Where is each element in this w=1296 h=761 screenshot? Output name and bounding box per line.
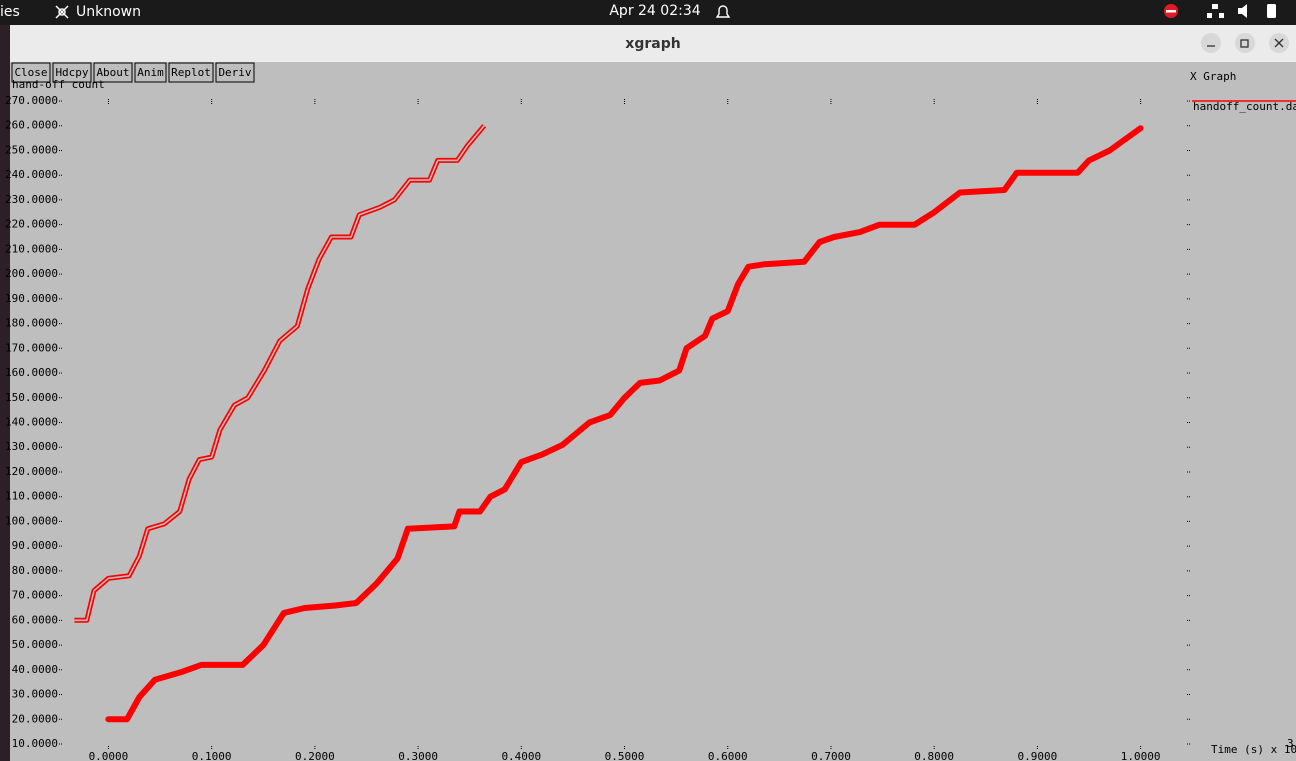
activities[interactable]: ies (0, 4, 20, 20)
x-tick-label: 0.2000 (295, 750, 335, 761)
x-axis-exponent: 3 (1287, 737, 1294, 750)
button[interactable] (11, 62, 51, 83)
x-axis-label: Time (s) x 10 (1211, 743, 1296, 756)
x-tick-label: 1.0000 (1121, 750, 1161, 761)
series-line-inner (74, 125, 485, 622)
y-tick-label: 240.0000 (5, 168, 58, 181)
top-bar (0, 0, 1296, 25)
y-tick-label: 70.0000 (12, 589, 58, 602)
x-tick-label: 0.4000 (501, 750, 541, 761)
y-tick-label: 120.0000 (5, 465, 58, 478)
y-tick-label: 10.0000 (12, 737, 58, 750)
button-label[interactable]: Anim (137, 66, 164, 79)
y-tick-label: 50.0000 (12, 638, 58, 651)
button[interactable] (93, 62, 133, 83)
y-tick-label: 110.0000 (5, 490, 58, 503)
clock[interactable]: Apr 24 02:34 (609, 3, 700, 19)
y-tick-label: 160.0000 (5, 366, 58, 379)
title-bar (10, 25, 1296, 62)
button-label[interactable]: Hdcpy (55, 66, 88, 79)
button-label[interactable]: Replot (171, 66, 211, 79)
x-tick-label: 0.1000 (192, 750, 232, 761)
y-tick-label: 270.0000 (5, 94, 58, 107)
button-label[interactable]: Close (14, 66, 47, 79)
button[interactable] (52, 62, 92, 83)
button[interactable] (134, 62, 167, 83)
x-tick-label: 0.3000 (398, 750, 438, 761)
button-label[interactable]: About (96, 66, 129, 79)
button[interactable] (215, 62, 255, 83)
chart-title: X Graph (1190, 70, 1236, 83)
series-line (105, 125, 1144, 723)
x-tick-label: 0.9000 (1018, 750, 1058, 761)
network-icon (55, 5, 69, 19)
control-glyphs (1207, 38, 1284, 48)
y-tick-label: 90.0000 (12, 539, 58, 552)
y-tick-label: 220.0000 (5, 218, 58, 231)
status-icons[interactable] (1207, 4, 1276, 18)
alarm-icon (715, 5, 731, 18)
x-tick-label: 0.0000 (89, 750, 129, 761)
x-tick-label: 0.5000 (605, 750, 645, 761)
y-tick-label: 30.0000 (12, 688, 58, 701)
y-tick-label: 80.0000 (12, 564, 58, 577)
window-title: xgraph (625, 36, 680, 52)
legend-label: handoff_count.dat (1193, 100, 1296, 113)
window-controls[interactable] (1201, 33, 1289, 53)
button-label[interactable]: Deriv (218, 66, 251, 79)
desktop-strip (0, 25, 10, 761)
y-tick-label: 60.0000 (12, 613, 58, 626)
y-tick-label: 40.0000 (12, 663, 58, 676)
y-tick-label: 260.0000 (5, 119, 58, 132)
dnd-bar (1166, 10, 1176, 13)
y-tick-label: 200.0000 (5, 267, 58, 280)
x-tick-label: 0.7000 (811, 750, 851, 761)
y-tick-label: 190.0000 (5, 292, 58, 305)
y-tick-label: 130.0000 (5, 440, 58, 453)
y-axis-label: hand-off count (12, 78, 105, 91)
network-label[interactable]: Unknown (76, 4, 141, 20)
y-tick-label: 140.0000 (5, 416, 58, 429)
y-tick-label: 250.0000 (5, 143, 58, 156)
y-tick-label: 20.0000 (12, 712, 58, 725)
y-tick-label: 230.0000 (5, 193, 58, 206)
y-tick-label: 150.0000 (5, 391, 58, 404)
plot-window (10, 62, 1296, 761)
y-tick-label: 210.0000 (5, 242, 58, 255)
button[interactable] (168, 62, 214, 83)
x-tick-label: 0.8000 (914, 750, 954, 761)
y-tick-label: 170.0000 (5, 341, 58, 354)
x-tick-label: 0.6000 (708, 750, 748, 761)
y-tick-label: 180.0000 (5, 317, 58, 330)
y-tick-label: 100.0000 (5, 514, 58, 527)
